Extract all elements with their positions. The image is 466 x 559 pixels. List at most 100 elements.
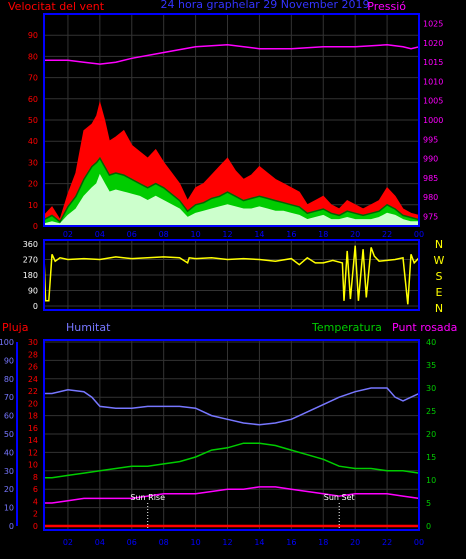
sun-marker-label: Sun Rise <box>130 493 165 502</box>
wind-x-tick-label: 08 <box>159 230 169 239</box>
humidity-tick-label: 50 <box>4 430 14 439</box>
low-wind-area <box>43 173 420 227</box>
temperature-tick-label: 15 <box>426 453 436 462</box>
rain-tick-label: 2 <box>33 510 38 519</box>
rain-tick-label: 18 <box>28 412 38 421</box>
average-wind-line <box>43 156 420 223</box>
climate-x-tick-label: 04 <box>95 538 105 547</box>
compass-label: N <box>435 302 443 315</box>
pressure-tick-label: 1010 <box>423 77 443 86</box>
climate-series <box>44 387 420 528</box>
sun-annotations: Sun Rise Sun Set <box>130 493 355 528</box>
wind-x-tick-label: 10 <box>191 230 201 239</box>
rain-tick-label: 16 <box>28 424 38 433</box>
wind-x-tick-label: 20 <box>350 230 360 239</box>
temperature-tick-label: 5 <box>426 499 431 508</box>
wind-x-tick-label: 18 <box>318 230 328 239</box>
wind-x-tick-label: 16 <box>286 230 296 239</box>
rain-tick-label: 22 <box>28 387 38 396</box>
temperature-tick-label: 10 <box>426 476 436 485</box>
humidity-tick-label: 90 <box>4 356 14 365</box>
humidity-tick-label: 10 <box>4 504 14 513</box>
humidity-line <box>44 387 420 426</box>
wind-tick-label: 80 <box>28 52 38 61</box>
wind-x-tick-label: 12 <box>222 230 232 239</box>
wind-tick-label: 20 <box>28 180 38 189</box>
wind-tick-label: 0 <box>33 222 38 231</box>
wind-ticks: 0102030405060708090975980985990995100010… <box>28 20 444 239</box>
dewpoint-title: Punt rosada <box>392 321 457 334</box>
wind-pressure-panel: Velocitat del vent 24 hora graphelar 29 … <box>8 0 443 239</box>
climate-x-tick-label: 08 <box>159 538 169 547</box>
rain-tick-label: 14 <box>28 436 38 445</box>
rain-tick-label: 26 <box>28 363 38 372</box>
climate-x-tick-label: 10 <box>191 538 201 547</box>
sun-marker-label: Sun Set <box>324 493 355 502</box>
rain-tick-label: 6 <box>33 485 38 494</box>
temperature-tick-label: 30 <box>426 384 436 393</box>
direction-tick-label: 0 <box>33 302 38 311</box>
wind-axis-title: Velocitat del vent <box>8 0 105 13</box>
wind-tick-label: 90 <box>28 31 38 40</box>
climate-panel: Pluja Humitat Temperatura Punt rosada 0 1… <box>0 321 457 547</box>
climate-plot-frame <box>43 339 420 531</box>
rain-tick-label: 30 <box>28 338 38 347</box>
pressure-axis-title: Pressió <box>367 0 406 13</box>
pressure-tick-label: 985 <box>423 174 438 183</box>
temperature-line <box>44 442 420 479</box>
humidity-tick-label: 0 <box>9 522 14 531</box>
compass-label: N <box>435 238 443 251</box>
pressure-tick-label: 975 <box>423 212 438 221</box>
climate-x-tick-label: 20 <box>350 538 360 547</box>
wind-tick-label: 10 <box>28 201 38 210</box>
pressure-tick-label: 1020 <box>423 39 443 48</box>
humidity-tick-label: 100 <box>0 338 14 347</box>
temperature-tick-label: 35 <box>426 361 436 370</box>
wind-tick-label: 30 <box>28 158 38 167</box>
pressure-tick-label: 1005 <box>423 97 443 106</box>
wind-tick-label: 40 <box>28 137 38 146</box>
direction-series <box>43 245 420 305</box>
rain-tick-label: 0 <box>33 522 38 531</box>
climate-x-tick-label: 02 <box>63 538 73 547</box>
temperature-tick-label: 40 <box>426 338 436 347</box>
climate-x-tick-label: 00 <box>414 538 424 547</box>
climate-ticks: 0 10 20 30 40 5 06 0 70 80 90 10 00 24 6 8 10 12 14 16 18 2 02… <box>0 338 436 547</box>
temperature-tick-label: 25 <box>426 407 436 416</box>
wind-x-tick-label: 00 <box>414 230 424 239</box>
rain-tick-label: 4 <box>33 497 38 506</box>
wind-x-tick-label: 14 <box>254 230 264 239</box>
pressure-tick-label: 980 <box>423 193 438 202</box>
direction-tick-label: 270 <box>23 256 38 265</box>
temperature-title: Temperatura <box>311 321 382 334</box>
climate-x-tick-label: 12 <box>222 538 232 547</box>
pressure-tick-label: 1000 <box>423 116 443 125</box>
wind-x-tick-label: 22 <box>382 230 392 239</box>
rain-tick-label: 28 <box>28 350 38 359</box>
compass-label: E <box>436 286 443 299</box>
dewpoint-line <box>44 486 420 504</box>
rain-tick-label: 12 <box>28 448 38 457</box>
rain-tick-label: 8 <box>33 473 38 482</box>
climate-x-tick-label: 14 <box>254 538 264 547</box>
compass-label: W <box>434 254 445 267</box>
wind-x-tick-label: 04 <box>95 230 105 239</box>
chart-title: 24 hora graphelar 29 November 2019 <box>161 0 370 11</box>
humidity-tick-label: 80 <box>4 375 14 384</box>
wind-direction-line <box>43 245 420 305</box>
wind-tick-label: 50 <box>28 116 38 125</box>
humidity-tick-label: 30 <box>4 467 14 476</box>
pressure-tick-label: 1025 <box>423 20 443 29</box>
direction-plot-frame <box>43 239 420 311</box>
rain-tick-label: 10 <box>28 461 38 470</box>
rain-tick-label: 24 <box>28 375 38 384</box>
wind-x-tick-label: 06 <box>127 230 137 239</box>
humidity-tick-label: 70 <box>4 393 14 402</box>
direction-tick-label: 360 <box>23 240 38 249</box>
climate-x-tick-label: 22 <box>382 538 392 547</box>
climate-x-tick-label: 06 <box>127 538 137 547</box>
pressure-tick-label: 995 <box>423 135 438 144</box>
